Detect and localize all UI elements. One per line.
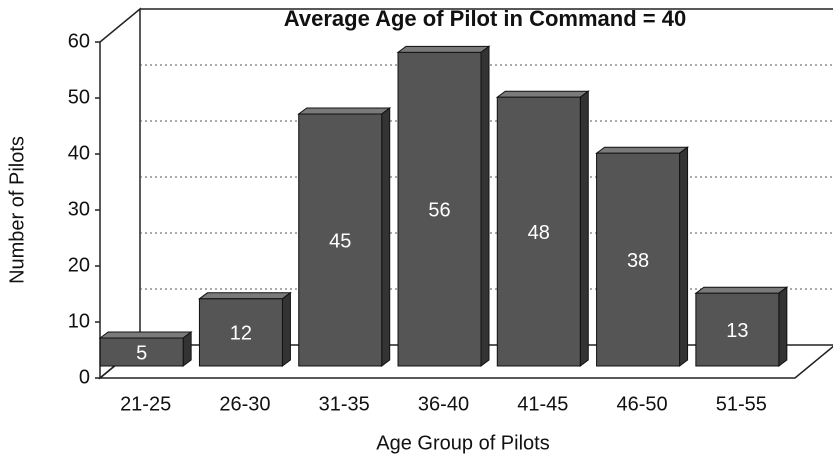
bar-side [381,107,391,367]
bar-top [297,107,392,115]
value-label: 45 [329,230,351,252]
x-axis-label: Age Group of Pilots [376,432,549,454]
bar [99,337,184,367]
bar-side [778,286,788,367]
y-tick-label: 30 [68,198,90,220]
bar-top [595,146,690,154]
chart-title: Average Age of Pilot in Command = 40 [284,6,686,31]
bar-side [679,146,689,367]
bar [298,113,383,367]
bar [596,152,681,367]
bar-side [281,291,291,367]
back-wall [99,7,141,380]
y-tick-label: 0 [79,366,90,388]
x-tick-label: 36-40 [418,393,469,415]
value-label: 48 [528,222,550,244]
y-tick-label: 10 [68,310,90,332]
bar-side [480,45,490,367]
bar [397,51,482,367]
bar-side [182,331,192,367]
value-label: 38 [627,250,649,272]
bar [496,96,581,367]
value-label: 13 [726,320,748,342]
y-tick-label: 60 [68,30,90,52]
bar-top [98,331,193,339]
value-label: 12 [230,323,252,345]
x-tick-label: 31-35 [319,393,370,415]
bar-top [396,45,491,53]
x-tick-label: 46-50 [616,393,667,415]
x-tick-label: 26-30 [219,393,270,415]
y-axis-label: Number of Pilots [6,136,28,284]
y-tick-label: 20 [68,254,90,276]
x-tick-label: 51-55 [716,393,767,415]
x-tick-label: 21-25 [120,393,171,415]
x-tick-label: 41-45 [517,393,568,415]
value-label: 5 [136,342,147,364]
bar-top [197,292,292,300]
y-tick-label: 50 [68,86,90,108]
bar-top [495,90,590,98]
value-label: 56 [428,199,450,221]
bar-side [579,90,589,367]
bar [695,292,780,367]
bar-top [694,286,789,294]
bar [198,298,283,367]
y-tick-label: 40 [68,142,90,164]
